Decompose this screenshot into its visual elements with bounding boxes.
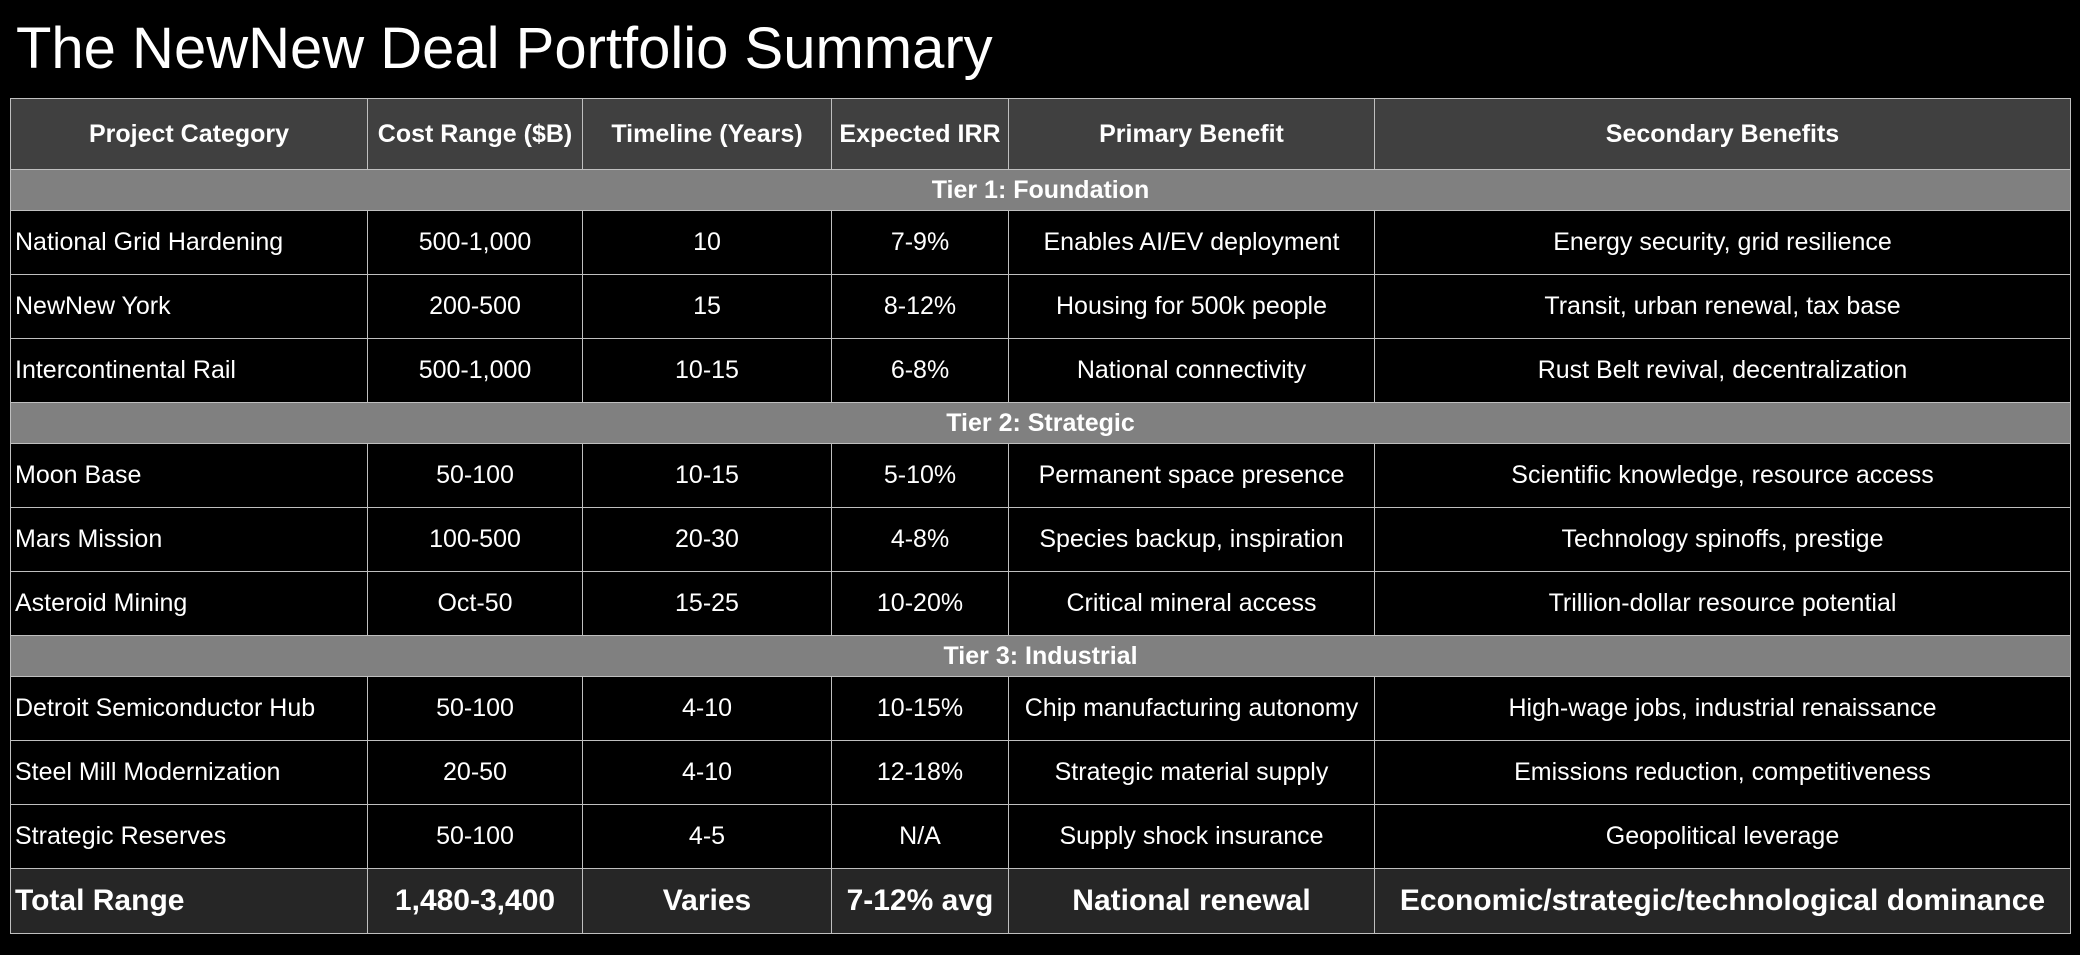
table-row: Intercontinental Rail 500-1,000 10-15 6-… (10, 338, 2071, 403)
expected-irr-cell: 10-15% (831, 676, 1009, 741)
project-category-cell: Detroit Semiconductor Hub (10, 676, 368, 741)
table-row: Asteroid Mining Oct-50 15-25 10-20% Crit… (10, 571, 2071, 636)
total-timeline: Varies (582, 868, 832, 934)
project-category-cell: Steel Mill Modernization (10, 740, 368, 805)
primary-benefit-cell: National connectivity (1008, 338, 1375, 403)
table-row: Steel Mill Modernization 20-50 4-10 12-1… (10, 740, 2071, 805)
table-row: National Grid Hardening 500-1,000 10 7-9… (10, 210, 2071, 275)
secondary-benefits-cell: Technology spinoffs, prestige (1374, 507, 2071, 572)
secondary-benefits-cell: Emissions reduction, competitiveness (1374, 740, 2071, 805)
timeline-cell: 15-25 (582, 571, 832, 636)
secondary-benefits-cell: High-wage jobs, industrial renaissance (1374, 676, 2071, 741)
expected-irr-cell: 4-8% (831, 507, 1009, 572)
column-header-project-category: Project Category (10, 98, 368, 170)
project-category-cell: Strategic Reserves (10, 804, 368, 869)
primary-benefit-cell: Permanent space presence (1008, 443, 1375, 508)
portfolio-table: Project Category Cost Range ($B) Timelin… (10, 98, 2071, 934)
table-row: Strategic Reserves 50-100 4-5 N/A Supply… (10, 804, 2071, 869)
total-expected-irr: 7-12% avg (831, 868, 1009, 934)
cost-range-cell: 20-50 (367, 740, 583, 805)
cost-range-cell: Oct-50 (367, 571, 583, 636)
project-category-cell: Asteroid Mining (10, 571, 368, 636)
primary-benefit-cell: Housing for 500k people (1008, 274, 1375, 339)
primary-benefit-cell: Supply shock insurance (1008, 804, 1375, 869)
expected-irr-cell: 8-12% (831, 274, 1009, 339)
secondary-benefits-cell: Energy security, grid resilience (1374, 210, 2071, 275)
primary-benefit-cell: Enables AI/EV deployment (1008, 210, 1375, 275)
column-header-expected-irr: Expected IRR (831, 98, 1009, 170)
tier-label: Tier 2: Strategic (10, 402, 2071, 444)
primary-benefit-cell: Critical mineral access (1008, 571, 1375, 636)
project-category-cell: Mars Mission (10, 507, 368, 572)
project-category-cell: Moon Base (10, 443, 368, 508)
timeline-cell: 4-10 (582, 740, 832, 805)
secondary-benefits-cell: Scientific knowledge, resource access (1374, 443, 2071, 508)
cost-range-cell: 500-1,000 (367, 338, 583, 403)
total-cost-range: 1,480-3,400 (367, 868, 583, 934)
tier-header-row: Tier 3: Industrial (10, 635, 2071, 677)
table-header-row: Project Category Cost Range ($B) Timelin… (10, 98, 2071, 170)
cost-range-cell: 500-1,000 (367, 210, 583, 275)
timeline-cell: 20-30 (582, 507, 832, 572)
project-category-cell: National Grid Hardening (10, 210, 368, 275)
tier-header-row: Tier 1: Foundation (10, 169, 2071, 211)
timeline-cell: 4-5 (582, 804, 832, 869)
column-header-timeline: Timeline (Years) (582, 98, 832, 170)
tier-header-row: Tier 2: Strategic (10, 402, 2071, 444)
table-row: NewNew York 200-500 15 8-12% Housing for… (10, 274, 2071, 339)
table-row: Detroit Semiconductor Hub 50-100 4-10 10… (10, 676, 2071, 741)
secondary-benefits-cell: Transit, urban renewal, tax base (1374, 274, 2071, 339)
timeline-cell: 4-10 (582, 676, 832, 741)
expected-irr-cell: N/A (831, 804, 1009, 869)
cost-range-cell: 100-500 (367, 507, 583, 572)
project-category-cell: Intercontinental Rail (10, 338, 368, 403)
timeline-cell: 10-15 (582, 338, 832, 403)
timeline-cell: 15 (582, 274, 832, 339)
table-row: Moon Base 50-100 10-15 5-10% Permanent s… (10, 443, 2071, 508)
total-label: Total Range (10, 868, 368, 934)
tier-label: Tier 1: Foundation (10, 169, 2071, 211)
total-secondary-benefits: Economic/strategic/technological dominan… (1374, 868, 2071, 934)
project-category-cell: NewNew York (10, 274, 368, 339)
secondary-benefits-cell: Rust Belt revival, decentralization (1374, 338, 2071, 403)
column-header-primary-benefit: Primary Benefit (1008, 98, 1375, 170)
primary-benefit-cell: Species backup, inspiration (1008, 507, 1375, 572)
total-primary-benefit: National renewal (1008, 868, 1375, 934)
secondary-benefits-cell: Geopolitical leverage (1374, 804, 2071, 869)
table-row: Mars Mission 100-500 20-30 4-8% Species … (10, 507, 2071, 572)
cost-range-cell: 50-100 (367, 443, 583, 508)
expected-irr-cell: 5-10% (831, 443, 1009, 508)
primary-benefit-cell: Strategic material supply (1008, 740, 1375, 805)
page-title: The NewNew Deal Portfolio Summary (16, 16, 993, 81)
secondary-benefits-cell: Trillion-dollar resource potential (1374, 571, 2071, 636)
expected-irr-cell: 10-20% (831, 571, 1009, 636)
total-row: Total Range 1,480-3,400 Varies 7-12% avg… (10, 868, 2071, 934)
cost-range-cell: 50-100 (367, 676, 583, 741)
expected-irr-cell: 6-8% (831, 338, 1009, 403)
primary-benefit-cell: Chip manufacturing autonomy (1008, 676, 1375, 741)
cost-range-cell: 50-100 (367, 804, 583, 869)
expected-irr-cell: 12-18% (831, 740, 1009, 805)
column-header-secondary-benefits: Secondary Benefits (1374, 98, 2071, 170)
cost-range-cell: 200-500 (367, 274, 583, 339)
timeline-cell: 10 (582, 210, 832, 275)
expected-irr-cell: 7-9% (831, 210, 1009, 275)
tier-label: Tier 3: Industrial (10, 635, 2071, 677)
timeline-cell: 10-15 (582, 443, 832, 508)
column-header-cost-range: Cost Range ($B) (367, 98, 583, 170)
